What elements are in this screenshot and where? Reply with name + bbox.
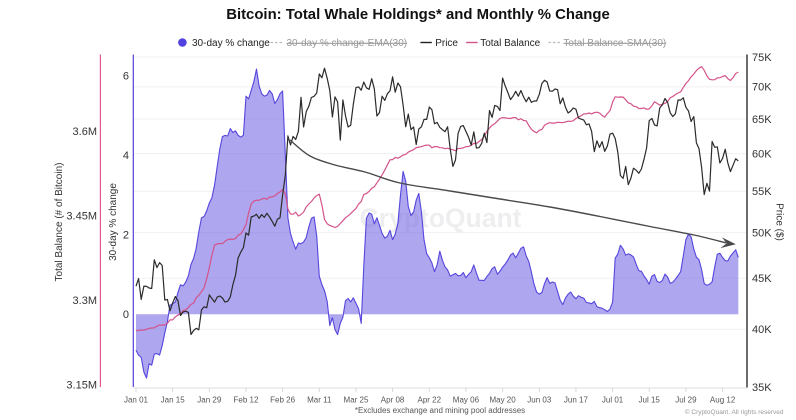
svg-text:Jul 01: Jul 01	[602, 395, 624, 404]
svg-text:Jul 15: Jul 15	[639, 395, 661, 404]
svg-text:3.45M: 3.45M	[66, 211, 97, 223]
svg-text:Total Balance-SMA(30): Total Balance-SMA(30)	[563, 38, 666, 49]
svg-text:45K: 45K	[752, 273, 772, 285]
svg-text:65K: 65K	[752, 114, 772, 126]
svg-text:Jan 01: Jan 01	[124, 395, 149, 404]
svg-text:30-day % change: 30-day % change	[192, 38, 270, 49]
svg-text:© CryptoQuant. All rights rese: © CryptoQuant. All rights reserved	[685, 408, 784, 416]
svg-text:3.3M: 3.3M	[73, 295, 97, 307]
svg-text:May 20: May 20	[489, 395, 516, 404]
svg-text:Jun 17: Jun 17	[564, 395, 589, 404]
svg-text:Mar 11: Mar 11	[307, 395, 332, 404]
svg-text:3.15M: 3.15M	[66, 380, 97, 392]
svg-text:60K: 60K	[752, 148, 772, 160]
svg-text:35K: 35K	[752, 382, 772, 394]
svg-text:Jun 03: Jun 03	[527, 395, 552, 404]
svg-text:Total Balance (# of Bitcoin): Total Balance (# of Bitcoin)	[54, 163, 65, 282]
svg-text:Price: Price	[435, 38, 458, 49]
svg-text:40K: 40K	[752, 324, 772, 336]
svg-text:30-day % change-EMA(30): 30-day % change-EMA(30)	[287, 38, 408, 49]
svg-text:Total Balance: Total Balance	[480, 38, 540, 49]
svg-text:Mar 25: Mar 25	[344, 395, 369, 404]
svg-text:0: 0	[123, 309, 129, 321]
svg-text:Price ($): Price ($)	[774, 203, 785, 241]
svg-text:55K: 55K	[752, 186, 772, 198]
svg-text:75K: 75K	[752, 52, 772, 64]
svg-text:4: 4	[123, 150, 129, 162]
svg-text:Feb 12: Feb 12	[234, 395, 259, 404]
svg-text:Jul 29: Jul 29	[675, 395, 697, 404]
svg-text:6: 6	[123, 70, 129, 82]
svg-text:Feb 26: Feb 26	[270, 395, 295, 404]
svg-text:Jan 15: Jan 15	[161, 395, 186, 404]
svg-text:30-day % change: 30-day % change	[108, 183, 119, 261]
svg-text:3.6M: 3.6M	[73, 126, 97, 138]
svg-text:*Excludes exchange and mining: *Excludes exchange and mining pool addre…	[355, 406, 525, 415]
svg-text:Jan 29: Jan 29	[197, 395, 222, 404]
svg-text:50K: 50K	[752, 227, 772, 239]
svg-text:Apr 08: Apr 08	[381, 395, 405, 404]
svg-text:Bitcoin: Total Whale Holdings*: Bitcoin: Total Whale Holdings* and Month…	[226, 7, 610, 23]
svg-text:Apr 22: Apr 22	[418, 395, 442, 404]
svg-text:May 06: May 06	[453, 395, 480, 404]
svg-text:70K: 70K	[752, 82, 772, 94]
svg-text:Aug 12: Aug 12	[710, 395, 736, 404]
svg-text:2: 2	[123, 230, 129, 242]
svg-text:CryptoQuant: CryptoQuant	[360, 203, 522, 233]
